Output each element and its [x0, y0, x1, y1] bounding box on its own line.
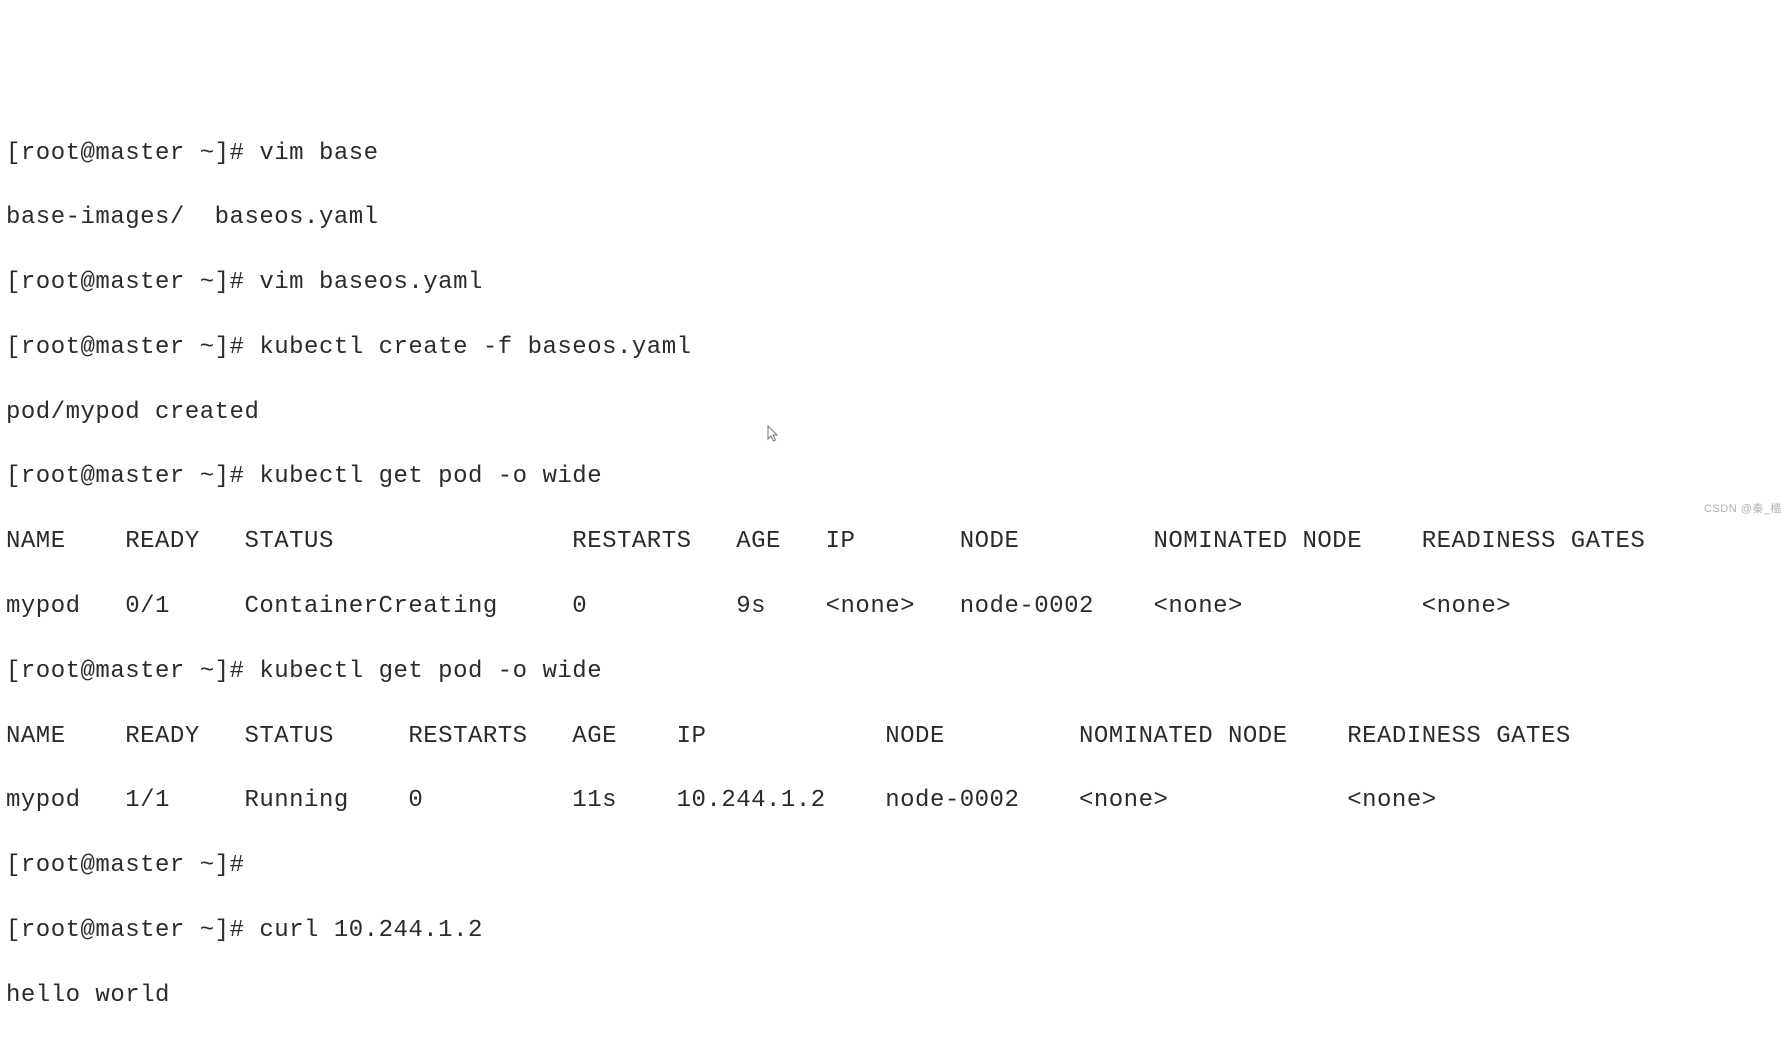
command-text: kubectl get pod -o wide [259, 658, 602, 685]
terminal-output: pod/mypod created [6, 397, 1786, 429]
command-text: vim base [259, 140, 378, 167]
terminal-output: hello world [6, 980, 1786, 1012]
table-row: mypod 1/1 Running 0 11s 10.244.1.2 node-… [6, 785, 1786, 817]
terminal-line: [root@master ~]# kubectl create -f baseo… [6, 332, 1786, 364]
mouse-cursor-icon [737, 390, 749, 408]
terminal-line: [root@master ~]# kubectl get pod -o wide [6, 461, 1786, 493]
command-text: kubectl get pod -o wide [259, 463, 602, 490]
terminal-line: [root@master ~]# vim baseos.yaml [6, 267, 1786, 299]
prompt: [root@master ~]# [6, 658, 259, 685]
prompt: [root@master ~]# [6, 269, 259, 296]
prompt: [root@master ~]# [6, 334, 259, 361]
terminal-line: [root@master ~]# curl 10.244.1.2 [6, 915, 1786, 947]
table-row: mypod 0/1 ContainerCreating 0 9s <none> … [6, 591, 1786, 623]
command-text: vim baseos.yaml [259, 269, 483, 296]
table-header-row: NAME READY STATUS RESTARTS AGE IP NODE N… [6, 721, 1786, 753]
terminal-line: [root@master ~]# [6, 850, 1786, 882]
watermark: CSDN @秦_樯 [1704, 502, 1782, 517]
terminal-output: base-images/ baseos.yaml [6, 202, 1786, 234]
command-text: kubectl create -f baseos.yaml [259, 334, 691, 361]
terminal-line: [root@master ~]# vim base [6, 138, 1786, 170]
prompt: [root@master ~]# [6, 463, 259, 490]
table-header-row: NAME READY STATUS RESTARTS AGE IP NODE N… [6, 526, 1786, 558]
prompt: [root@master ~]# [6, 140, 259, 167]
terminal-line: [root@master ~]# kubectl get pod -o wide [6, 656, 1786, 688]
command-text: curl 10.244.1.2 [259, 917, 483, 944]
prompt: [root@master ~]# [6, 852, 259, 879]
prompt: [root@master ~]# [6, 917, 259, 944]
